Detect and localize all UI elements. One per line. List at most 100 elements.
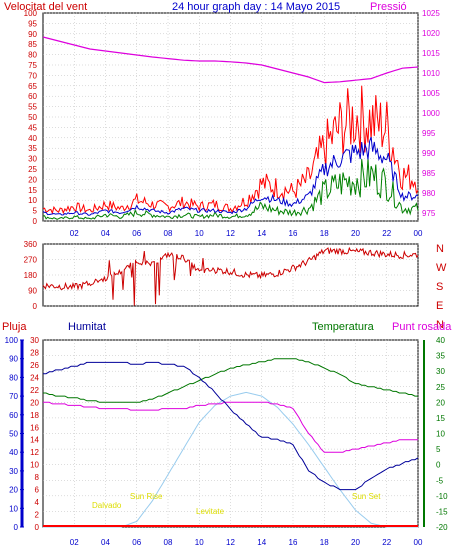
rain-axis-title: Pluja xyxy=(2,321,27,333)
temperature-tick-label: 5 xyxy=(436,445,441,454)
wind-left-tick-label: 40 xyxy=(28,134,37,143)
direction-tick-label: 0 xyxy=(33,302,38,311)
rain-tick-label: 100 xyxy=(5,336,19,345)
compass-label: N xyxy=(436,319,444,331)
rain-tick-label: 50 xyxy=(9,430,18,439)
temp-x-tick-label: 22 xyxy=(382,538,391,547)
wind-x-tick-label: 16 xyxy=(289,229,298,238)
temp-x-tick-label: 06 xyxy=(132,538,141,547)
wind-x-tick-label: 10 xyxy=(195,229,204,238)
temp-x-tick-label: 14 xyxy=(257,538,266,547)
wind-x-tick-label: 02 xyxy=(70,229,79,238)
wind-left-tick-label: 5 xyxy=(33,207,38,216)
humidity-tick-label: 12 xyxy=(30,448,39,457)
compass-label: N xyxy=(436,243,444,255)
rain-tick-label: 70 xyxy=(9,392,18,401)
rain-tick-label: 60 xyxy=(9,411,18,420)
temperature-tick-label: -20 xyxy=(436,523,448,532)
dewpoint-axis-title: Punt rosada xyxy=(392,321,452,333)
humidity-tick-label: 2 xyxy=(35,511,40,520)
wind-left-tick-label: 85 xyxy=(28,40,37,49)
temperature-tick-label: 25 xyxy=(436,383,445,392)
temp-x-tick-label: 16 xyxy=(289,538,298,547)
wind-left-tick-label: 55 xyxy=(28,103,37,112)
temperature-tick-label: 40 xyxy=(436,336,445,345)
temperature-tick-label: 35 xyxy=(436,352,445,361)
pressure-tick-label: 990 xyxy=(422,149,436,158)
chart-marks xyxy=(42,36,419,528)
temp-x-tick-label: 04 xyxy=(101,538,110,547)
temp-x-tick-label: 10 xyxy=(195,538,204,547)
wind-left-tick-label: 50 xyxy=(28,113,37,122)
wind-left-tick-label: 75 xyxy=(28,61,37,70)
rain-tick-label: 0 xyxy=(14,523,19,532)
pressure-tick-label: 975 xyxy=(422,209,436,218)
wind-x-tick-label: 14 xyxy=(257,229,266,238)
temperature-line xyxy=(43,358,418,403)
temperature-tick-label: 10 xyxy=(436,430,445,439)
sun-label-levitate: Levitate xyxy=(196,507,225,516)
pressure-tick-label: 980 xyxy=(422,189,436,198)
rain-tick-label: 40 xyxy=(9,448,18,457)
humidity-tick-label: 16 xyxy=(30,423,39,432)
direction-tick-label: 90 xyxy=(28,287,37,296)
compass-label: W xyxy=(436,262,447,274)
compass-label: S xyxy=(436,281,443,293)
pressure-tick-label: 985 xyxy=(422,169,436,178)
wind-avg-line xyxy=(42,136,419,216)
chart-frames xyxy=(20,12,425,528)
temperature-tick-label: -15 xyxy=(436,507,448,516)
temperature-tick-label: 30 xyxy=(436,367,445,376)
direction-tick-label: 360 xyxy=(24,240,38,249)
direction-tick-label: 270 xyxy=(24,256,38,265)
humidity-axis-title: Humitat xyxy=(68,321,106,333)
pressure-tick-label: 1020 xyxy=(422,29,440,38)
sun-label-sunset: Sun Set xyxy=(352,492,381,501)
wind-x-tick-label: 06 xyxy=(132,229,141,238)
wind-left-tick-label: 90 xyxy=(28,30,37,39)
humidity-tick-label: 8 xyxy=(35,473,40,482)
humidity-tick-label: 20 xyxy=(30,398,39,407)
wind-x-tick-label: 20 xyxy=(351,229,360,238)
wind-left-tick-label: 80 xyxy=(28,51,37,60)
wind-left-tick-label: 25 xyxy=(28,165,37,174)
humidity-tick-label: 28 xyxy=(30,348,39,357)
wind-x-tick-label: 04 xyxy=(101,229,110,238)
temp-x-tick-label: 20 xyxy=(351,538,360,547)
rain-tick-label: 90 xyxy=(9,355,18,364)
temperature-tick-label: -5 xyxy=(436,476,444,485)
pressure-axis-title: Pressió xyxy=(370,1,407,13)
temp-x-tick-label: 18 xyxy=(320,538,329,547)
humidity-tick-label: 0 xyxy=(35,523,40,532)
humidity-tick-label: 14 xyxy=(30,436,39,445)
rain-tick-label: 10 xyxy=(9,504,18,513)
wind-direction-line xyxy=(42,246,419,306)
wind-x-tick-label: 12 xyxy=(226,229,235,238)
temperature-tick-label: 0 xyxy=(436,461,441,470)
wind-left-tick-label: 60 xyxy=(28,92,37,101)
humidity-tick-label: 6 xyxy=(35,486,40,495)
compass-label: E xyxy=(436,300,443,312)
temperature-tick-label: 20 xyxy=(436,398,445,407)
pressure-tick-label: 1025 xyxy=(422,9,440,18)
temp-x-tick-label: 12 xyxy=(226,538,235,547)
humidity-tick-label: 18 xyxy=(30,411,39,420)
temperature-tick-label: 15 xyxy=(436,414,445,423)
wind-left-tick-label: 0 xyxy=(33,217,38,226)
humidity-tick-label: 24 xyxy=(30,373,39,382)
temperature-tick-label: -10 xyxy=(436,492,448,501)
temp-x-tick-label: 00 xyxy=(414,538,423,547)
pressure-tick-label: 1015 xyxy=(422,49,440,58)
wind-left-tick-label: 65 xyxy=(28,82,37,91)
direction-tick-label: 180 xyxy=(24,271,38,280)
wind-low-line xyxy=(42,157,419,220)
pressure-tick-label: 1010 xyxy=(422,69,440,78)
humidity-tick-label: 26 xyxy=(30,361,39,370)
humidity-tick-label: 4 xyxy=(35,498,40,507)
pressure-tick-label: 995 xyxy=(422,129,436,138)
wind-left-tick-label: 15 xyxy=(28,186,37,195)
wind-x-tick-label: 22 xyxy=(382,229,391,238)
wind-left-tick-label: 45 xyxy=(28,123,37,132)
wind-gust-line xyxy=(42,85,419,215)
